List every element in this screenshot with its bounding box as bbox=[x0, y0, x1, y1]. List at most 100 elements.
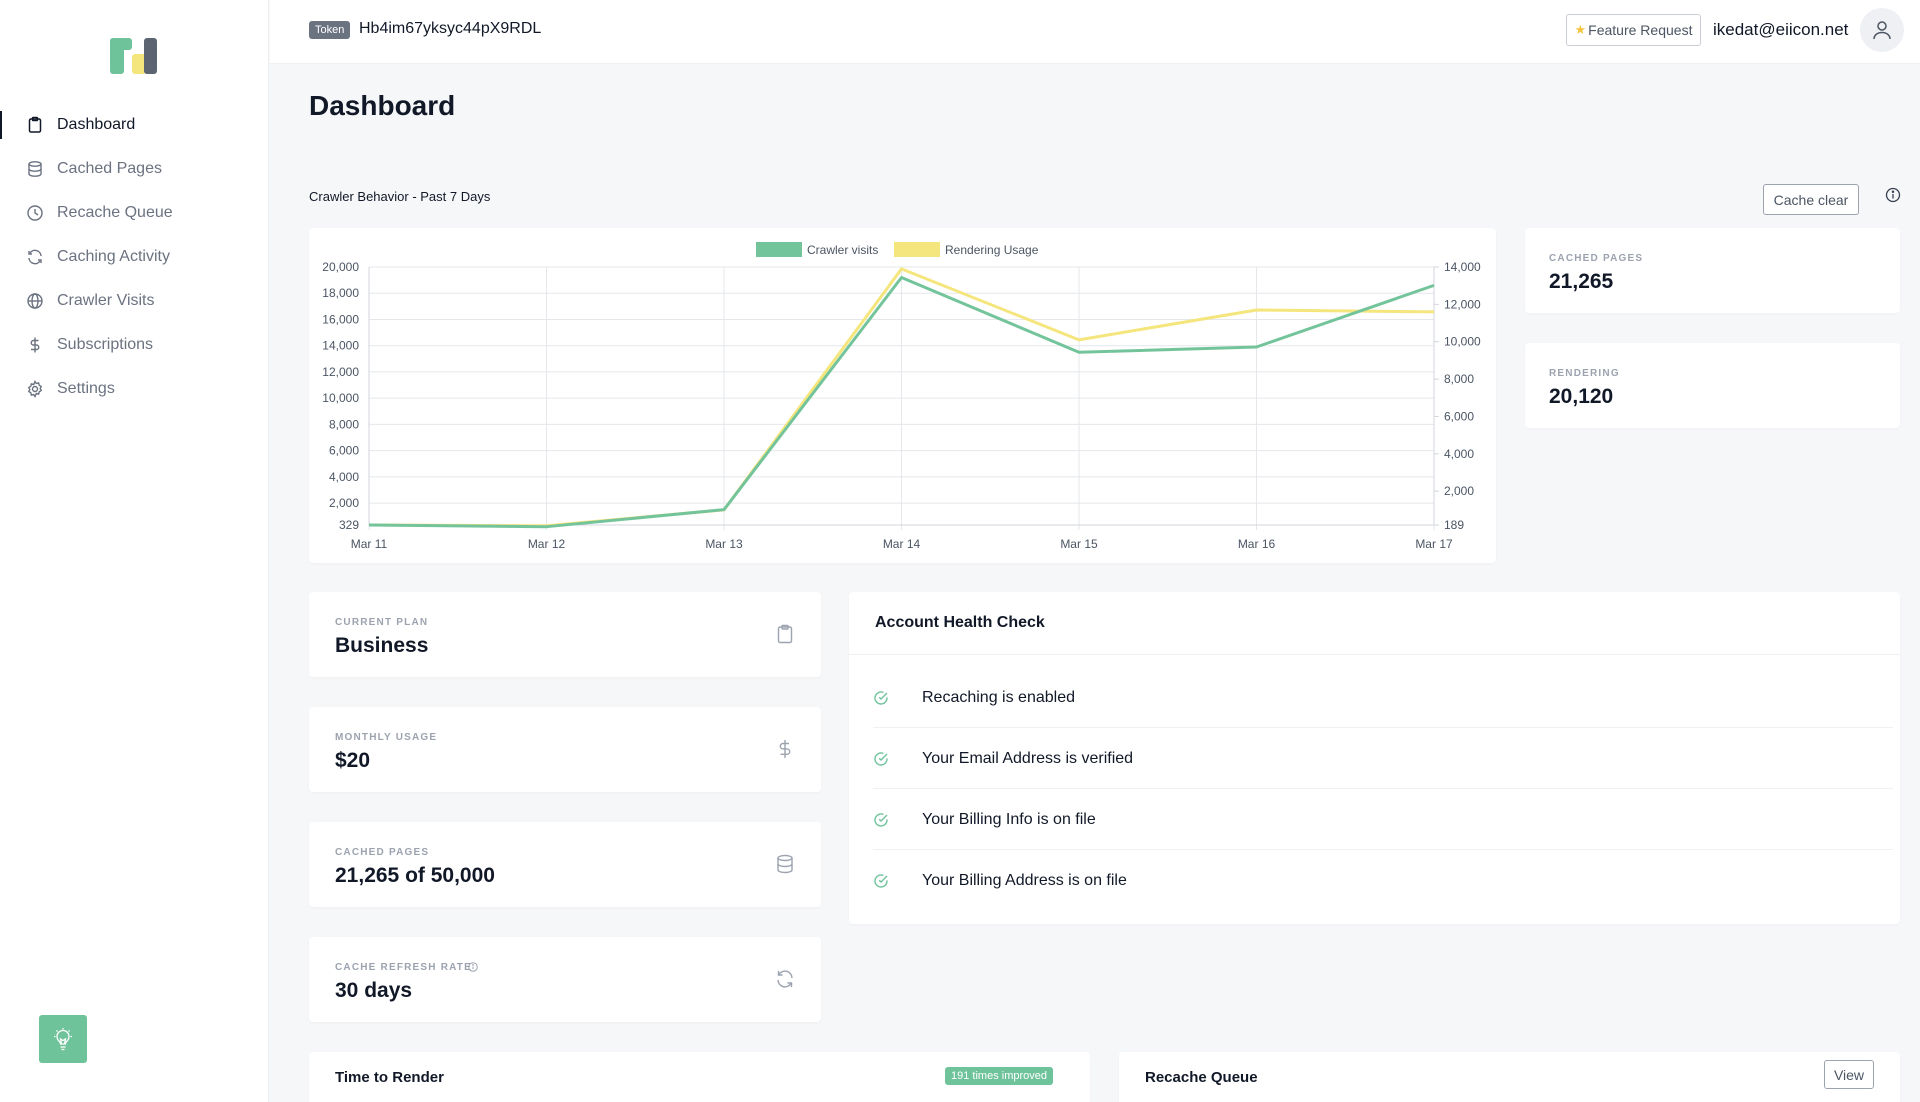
cached-pages-card: CACHED PAGES 21,265 of 50,000 bbox=[309, 822, 821, 907]
stat-value: 21,265 of 50,000 bbox=[335, 864, 495, 887]
avatar[interactable] bbox=[1860, 8, 1904, 52]
check-circle-icon bbox=[874, 874, 888, 888]
divider bbox=[849, 654, 1900, 655]
sidebar-item-label: Subscriptions bbox=[57, 336, 154, 353]
check-circle-icon bbox=[874, 751, 888, 766]
rendering-stat-card: RENDERING 20,120 bbox=[1525, 343, 1900, 428]
health-item-text: Your Billing Info is on file bbox=[922, 810, 1096, 828]
y-right-tick-label: 4,000 bbox=[1444, 447, 1474, 461]
stat-value: $20 bbox=[335, 749, 371, 772]
improved-badge: 191 times improved bbox=[945, 1067, 1053, 1085]
time-to-render-card: Time to Render 191 times improved bbox=[309, 1052, 1090, 1102]
check-circle-icon bbox=[874, 812, 888, 827]
y-left-tick-label: 6,000 bbox=[329, 444, 359, 458]
y-left-tick-label: 18,000 bbox=[322, 286, 359, 300]
y-right-tick-label: 189 bbox=[1444, 518, 1464, 532]
stat-label: CURRENT PLAN bbox=[335, 617, 429, 628]
legend-swatch bbox=[894, 242, 940, 257]
y-left-tick-label: 329 bbox=[339, 518, 359, 532]
clock-icon bbox=[26, 204, 44, 222]
user-icon bbox=[1873, 21, 1891, 40]
database-icon bbox=[777, 854, 793, 874]
refresh-icon bbox=[26, 248, 44, 266]
stat-label: MONTHLY USAGE bbox=[335, 732, 438, 743]
info-icon[interactable] bbox=[468, 962, 478, 972]
legend-swatch bbox=[756, 242, 802, 257]
health-item: Recaching is enabled bbox=[873, 668, 1893, 728]
y-right-tick-label: 2,000 bbox=[1444, 484, 1474, 498]
y-left-tick-label: 10,000 bbox=[322, 391, 359, 405]
y-left-tick-label: 14,000 bbox=[322, 339, 359, 353]
globe-icon bbox=[26, 292, 44, 310]
sidebar-item-label: Dashboard bbox=[57, 116, 136, 133]
top-header: Token Hb4im67yksyc44pX9RDL ★ Feature Req… bbox=[270, 0, 1920, 64]
crawler-behavior-chart: 329 2,000 4,000 6,000 8,000 10,000 12,000 14,00… bbox=[309, 228, 1496, 563]
stat-label: CACHED PAGES bbox=[1549, 253, 1644, 264]
y-left-tick-label: 8,000 bbox=[329, 417, 359, 431]
sidebar-item-dashboard[interactable]: Dashboard bbox=[0, 103, 269, 147]
token-value: Hb4im67yksyc44pX9RDL bbox=[359, 20, 542, 37]
line-chart: 329 2,000 4,000 6,000 8,000 10,000 12,000 14,00… bbox=[322, 242, 1481, 551]
health-item-text: Your Email Address is verified bbox=[922, 749, 1134, 767]
sidebar-item-label: Crawler Visits bbox=[57, 292, 155, 309]
stat-label: CACHED PAGES bbox=[335, 847, 430, 858]
feature-request-button[interactable]: ★ Feature Request bbox=[1566, 14, 1701, 46]
health-item-text: Your Billing Address is on file bbox=[922, 872, 1127, 889]
current-plan-card: CURRENT PLAN Business bbox=[309, 592, 821, 677]
sidebar-item-subscriptions[interactable]: Subscriptions bbox=[0, 323, 269, 367]
x-tick-label: Mar 14 bbox=[883, 537, 921, 551]
clipboard-icon bbox=[777, 624, 793, 644]
cache-clear-button[interactable]: Cache clear bbox=[1763, 184, 1859, 215]
recache-queue-card: Recache Queue View bbox=[1119, 1052, 1900, 1102]
health-item: Your Billing Address is on file bbox=[873, 851, 1893, 911]
health-item: Your Billing Info is on file bbox=[873, 790, 1893, 850]
sidebar-item-settings[interactable]: Settings bbox=[0, 367, 269, 411]
x-tick-label: Mar 16 bbox=[1238, 537, 1276, 551]
sidebar: Dashboard Cached Pages Recache Queue Cac… bbox=[0, 0, 269, 1102]
sidebar-item-recache-queue[interactable]: Recache Queue bbox=[0, 191, 269, 235]
clipboard-icon bbox=[26, 116, 44, 134]
x-tick-label: Mar 13 bbox=[705, 537, 743, 551]
y-right-tick-label: 10,000 bbox=[1444, 335, 1481, 349]
x-tick-label: Mar 15 bbox=[1060, 537, 1098, 551]
sidebar-item-label: Settings bbox=[57, 380, 115, 397]
stat-value: 20,120 bbox=[1549, 385, 1614, 408]
cache-refresh-rate-card: CACHE REFRESH RATE 30 days bbox=[309, 937, 821, 1022]
x-tick-label: Mar 11 bbox=[351, 537, 388, 551]
y-left-tick-label: 20,000 bbox=[322, 260, 359, 274]
stat-value: 21,265 bbox=[1549, 270, 1614, 293]
dollar-icon bbox=[779, 740, 791, 758]
sidebar-item-caching-activity[interactable]: Caching Activity bbox=[0, 235, 269, 279]
check-circle-icon bbox=[874, 690, 888, 705]
database-icon bbox=[26, 160, 44, 178]
gear-icon bbox=[26, 380, 44, 398]
app-logo[interactable] bbox=[108, 36, 160, 76]
lightbulb-icon bbox=[54, 1028, 72, 1051]
x-tick-label: Mar 17 bbox=[1415, 537, 1453, 551]
y-left-tick-label: 2,000 bbox=[329, 496, 359, 510]
stat-label: CACHE REFRESH RATE bbox=[335, 962, 472, 973]
legend-label: Rendering Usage bbox=[945, 243, 1039, 257]
chart-section-title: Crawler Behavior - Past 7 Days bbox=[309, 189, 491, 204]
sidebar-item-label: Cached Pages bbox=[57, 160, 162, 177]
stat-value: Business bbox=[335, 634, 429, 657]
token-badge: Token bbox=[309, 21, 351, 39]
info-icon[interactable] bbox=[1885, 187, 1901, 203]
sidebar-item-cached-pages[interactable]: Cached Pages bbox=[0, 147, 269, 191]
refresh-icon bbox=[777, 970, 793, 988]
stat-value: 30 days bbox=[335, 979, 413, 1002]
sidebar-nav: Dashboard Cached Pages Recache Queue Cac… bbox=[0, 103, 269, 411]
stat-label: RENDERING bbox=[1549, 368, 1620, 379]
health-item-text: Recaching is enabled bbox=[922, 688, 1075, 706]
account-health-check-card: Account Health Check Recaching is enable… bbox=[849, 592, 1900, 924]
monthly-usage-card: MONTHLY USAGE $20 bbox=[309, 707, 821, 792]
star-icon: ★ bbox=[1574, 22, 1587, 37]
sidebar-item-label: Recache Queue bbox=[57, 204, 173, 221]
y-right-tick-label: 14,000 bbox=[1444, 260, 1481, 274]
view-button[interactable]: View bbox=[1824, 1060, 1874, 1089]
dollar-icon bbox=[26, 336, 44, 354]
lightbulb-button[interactable] bbox=[39, 1015, 87, 1063]
sidebar-item-crawler-visits[interactable]: Crawler Visits bbox=[0, 279, 269, 323]
series-line-crawler-visits bbox=[368, 275, 1435, 529]
y-right-tick-label: 6,000 bbox=[1444, 409, 1474, 423]
